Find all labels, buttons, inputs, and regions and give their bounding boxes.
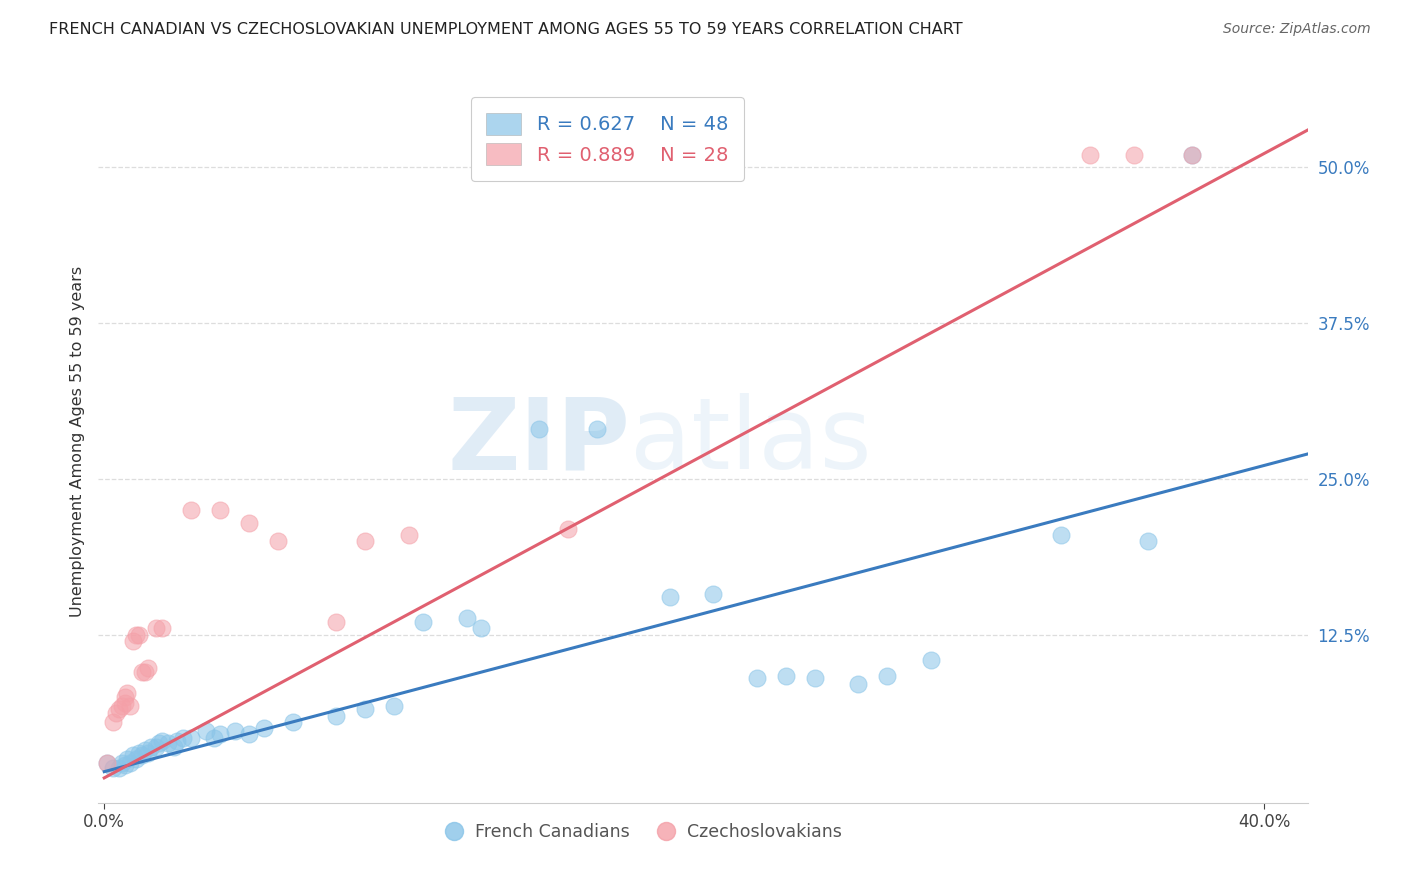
Point [163,739,186,754]
Point [125,752,148,766]
Point [1181,148,1204,162]
Point [180,503,202,517]
Point [148,736,170,750]
Point [238,516,260,530]
Text: Source: ZipAtlas.com: Source: ZipAtlas.com [1223,22,1371,37]
Point [145,739,167,754]
Legend: French Canadians, Czechoslovakians: French Canadians, Czechoslovakians [436,816,849,848]
Point [122,633,145,648]
Point [120,756,142,770]
Point [110,756,132,770]
Point [354,534,377,549]
Point [136,746,159,760]
Point [139,739,162,754]
Point [398,528,420,542]
Y-axis label: Unemployment Among Ages 55 to 59 years: Unemployment Among Ages 55 to 59 years [69,266,84,617]
Point [156,736,179,750]
Point [114,758,136,772]
Point [172,731,194,745]
Point [382,698,405,713]
Point [876,669,898,683]
Text: atlas: atlas [630,393,872,490]
Point [150,621,173,635]
Point [122,748,145,763]
Point [114,690,136,704]
Point [209,503,232,517]
Point [354,702,377,716]
Point [125,627,148,641]
Point [96,756,118,770]
Point [114,696,136,710]
Point [1122,148,1144,162]
Point [920,652,942,666]
Point [194,723,217,738]
Point [803,671,825,685]
Point [557,522,579,536]
Point [253,721,276,735]
Point [224,723,246,738]
Point [180,731,202,745]
Point [96,756,118,770]
Point [128,627,150,641]
Point [101,761,124,775]
Point [775,669,797,683]
Point [586,422,609,436]
Point [846,677,869,691]
Point [209,727,232,741]
Point [325,708,347,723]
Point [131,665,153,679]
Point [107,761,129,775]
Point [107,702,129,716]
Point [658,591,681,605]
Point [101,714,124,729]
Point [202,731,225,745]
Point [128,746,150,760]
Point [120,698,142,713]
Point [110,698,132,713]
Point [1078,148,1101,162]
Point [1181,148,1204,162]
Point [267,534,290,549]
Point [136,661,159,675]
Point [470,621,492,635]
Point [131,748,153,763]
Point [117,752,139,766]
Point [134,665,156,679]
Point [325,615,347,630]
Point [166,733,188,747]
Point [150,733,173,747]
Point [145,621,167,635]
Text: ZIP: ZIP [447,393,630,490]
Point [1137,534,1160,549]
Point [456,611,478,625]
Point [527,422,550,436]
Point [238,727,260,741]
Point [281,714,304,729]
Point [134,743,156,757]
Point [745,671,768,685]
Point [412,615,434,630]
Point [117,686,139,700]
Text: FRENCH CANADIAN VS CZECHOSLOVAKIAN UNEMPLOYMENT AMONG AGES 55 TO 59 YEARS CORREL: FRENCH CANADIAN VS CZECHOSLOVAKIAN UNEMP… [49,22,963,37]
Point [702,586,724,600]
Point [104,706,127,720]
Point [1050,528,1073,542]
